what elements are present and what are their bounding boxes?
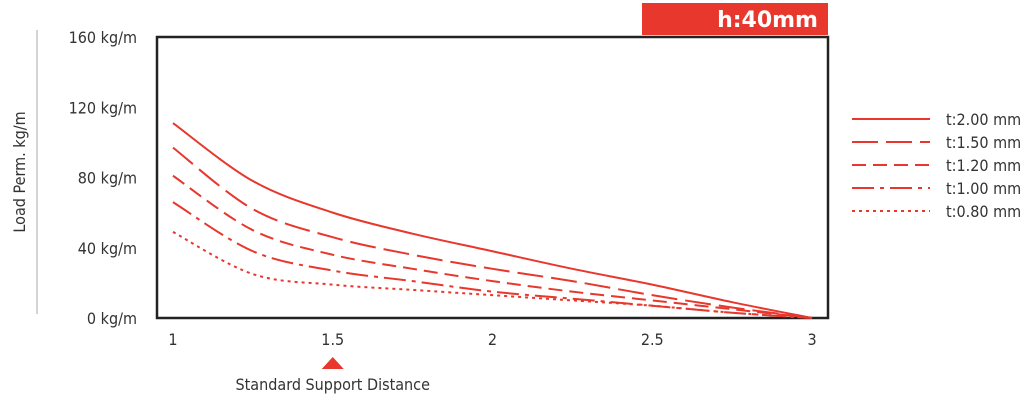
y-axis-label: Load Perm. kg/m	[10, 111, 29, 232]
y-tick-label: 0 kg/m	[87, 309, 137, 328]
legend-label: t:1.00 mm	[946, 179, 1021, 198]
x-tick-label: 2.5	[641, 330, 664, 349]
x-axis-label: Standard Support Distance	[236, 375, 431, 394]
y-tick-label: 120 kg/m	[69, 98, 137, 117]
y-tick-label: 40 kg/m	[78, 239, 137, 258]
x-tick-label: 3	[807, 330, 816, 349]
x-tick-label: 2	[488, 330, 497, 349]
y-tick-label: 80 kg/m	[78, 169, 137, 188]
x-tick-labels: 1 1.5 2 2.5 3	[168, 330, 816, 349]
legend-label: t:0.80 mm	[946, 202, 1021, 221]
legend-label: t:2.00 mm	[946, 110, 1021, 129]
legend: t:2.00 mm t:1.50 mm t:1.20 mm t:1.00 mm t:0.…	[852, 110, 1021, 221]
standard-support-marker	[322, 357, 344, 369]
height-badge-label: h:40mm	[717, 8, 818, 33]
x-tick-label: 1	[168, 330, 177, 349]
x-tick-label: 1.5	[321, 330, 344, 349]
legend-label: t:1.50 mm	[946, 133, 1021, 152]
y-tick-label: 160 kg/m	[69, 28, 137, 47]
plot-area	[157, 37, 828, 318]
legend-label: t:1.20 mm	[946, 156, 1021, 175]
y-tick-labels: 0 kg/m 40 kg/m 80 kg/m 120 kg/m 160 kg/m	[69, 28, 137, 328]
